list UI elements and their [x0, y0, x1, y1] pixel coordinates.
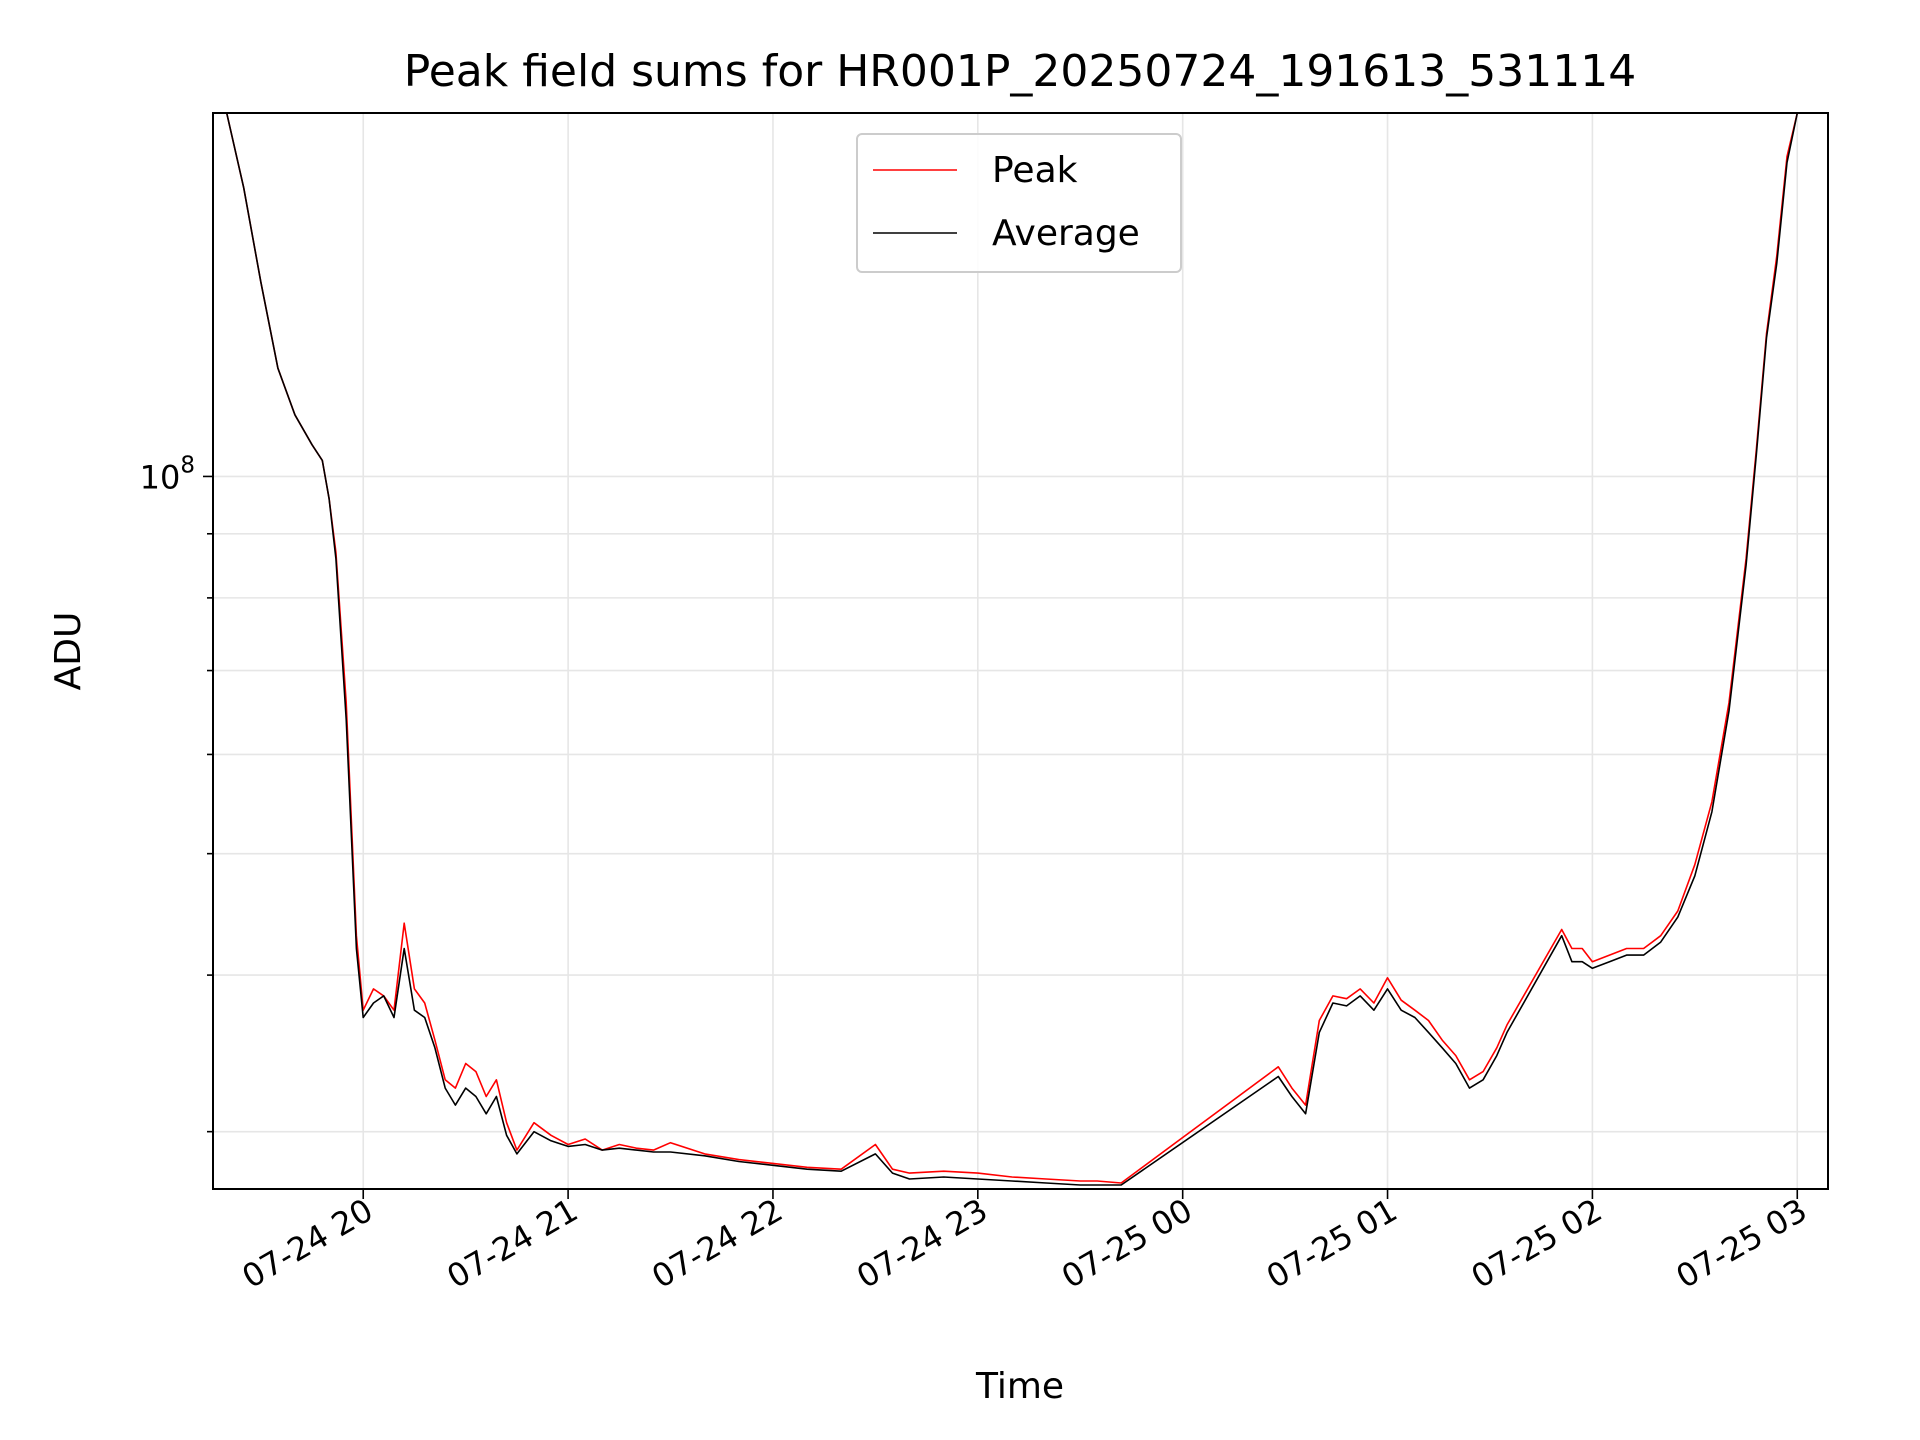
x-axis-label: Time [975, 1366, 1064, 1407]
legend: Peak Average [856, 133, 1182, 273]
y-axis-label: ADU [48, 612, 89, 691]
legend-label-peak: Peak [992, 150, 1078, 191]
plot-frame [212, 112, 1829, 1190]
grid [213, 113, 1828, 1189]
plot-area [213, 113, 1828, 1189]
series-line-peak [213, 113, 1799, 1184]
chart-title: Peak field sums for HR001P_20250724_1916… [404, 46, 1637, 97]
legend-box [856, 133, 1182, 273]
series-line-average [213, 113, 1799, 1186]
series-layer [213, 113, 1799, 1186]
legend-label-average: Average [992, 213, 1140, 254]
y-tick-label: 108 [140, 452, 195, 496]
